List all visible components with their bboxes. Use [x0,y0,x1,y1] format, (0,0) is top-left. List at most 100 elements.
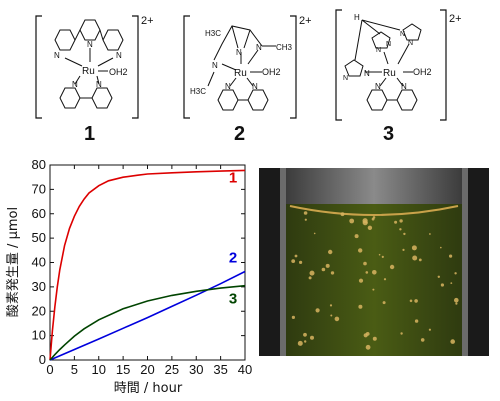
bubble [389,264,395,270]
complex-2-bond [221,63,237,71]
bubble [330,271,335,275]
x-tick-label: 40 [238,362,252,377]
bubble [304,218,307,221]
complex-1-ru-atom: Ru [82,66,95,77]
plot-frame [49,164,246,361]
x-tick-label: 15 [116,362,130,377]
complex-1-ring [102,29,124,51]
x-tick-label: 0 [46,362,53,377]
bubble [315,308,320,313]
complex-3-label: 3 [383,123,394,145]
y-tick-label: 30 [32,279,46,294]
bubble [308,276,312,280]
complex-3-backbone [354,19,401,61]
complex-2-oh2-ligand: OH2 [262,67,281,77]
complex-2-bond [229,77,237,87]
bubble [365,344,371,350]
complex-2-ch3-group: CH3 [276,43,293,52]
complex-2-ring [217,89,239,111]
bubble [372,270,377,275]
x-tick-label: 35 [213,362,227,377]
oxygen-bubbles [291,211,459,350]
y-tick-label: 20 [32,303,46,318]
bubble [449,254,453,258]
bubble [291,259,296,263]
complex-1-label: 1 [84,123,95,145]
bubble [440,283,444,287]
complex-3-left-bracket [335,9,342,121]
complex-2-bond [207,71,215,87]
bubble [291,315,295,319]
bubble [309,270,315,276]
bubble [329,304,333,307]
y-tick-label: 0 [39,352,46,367]
complex-2-charge: 2+ [299,15,312,27]
bubble [303,332,307,337]
complex-3-bond [397,43,410,65]
complex-3-structure: 2+ H N N N N N N N N Ru OH2 3 [335,9,462,145]
complex-3-ring [366,89,388,111]
bubble [330,314,333,317]
bubble [297,340,303,346]
complex-2-ru-atom: Ru [234,68,247,79]
complex-3-n-atom: N [343,75,348,82]
bubble [358,304,363,309]
bubble [455,302,458,305]
bubble [325,263,330,268]
y-tick-label: 80 [32,157,46,172]
bubble [363,261,367,266]
bubble [372,336,377,341]
axis-ticks: 0 5 10 15 20 25 30 35 40 0 10 20 30 40 50 60 70 80 [32,157,253,377]
x-tick-label: 30 [189,362,203,377]
bubble [294,254,298,258]
x-tick-label: 20 [140,362,154,377]
bubble [412,255,418,261]
complex-2-n-atom: N [225,82,231,91]
complex-1-bond [74,75,81,85]
complex-3-n-atom: N [400,31,405,38]
x-axis-label: 時間 / hour [114,381,183,396]
bubble [411,245,417,251]
bubble [303,211,308,215]
y-tick-label: 50 [32,230,46,245]
complex-2-right-bracket [290,15,297,119]
complex-1-bond [96,75,100,85]
x-tick-label: 5 [71,362,78,377]
complex-2-h3c-group: H3C [190,87,206,96]
complex-3-bond [396,77,404,87]
complex-1-n-atom: N [96,80,102,89]
bubble [321,267,326,272]
complex-3-n-atom: N [364,69,370,78]
bubble [383,278,387,281]
bubble [454,272,457,275]
bubble [402,248,405,251]
bubble [440,246,442,249]
complex-3-n-atom: N [408,40,413,47]
bubble [437,275,440,278]
complex-1-ring [59,87,81,109]
series-line-3 [49,284,246,361]
y-axis-label: 酸素発生量 / μmol [6,207,21,317]
bubble [328,249,333,255]
y-tick-label: 10 [32,328,46,343]
series-line-1 [49,169,246,361]
complex-3-ring [402,23,422,41]
series-label-1: 1 [229,169,237,186]
bubble [428,328,431,331]
bubble [372,288,375,291]
oxygen-evolution-chart: 0 5 10 15 20 25 30 35 40 0 10 20 30 40 50 60 70 80 1 2 3 時間… [6,157,252,396]
complex-2-n-atom: N [252,82,258,91]
bubble [365,271,369,274]
vial-wall-left [280,168,286,356]
complex-1-bond [97,57,114,67]
complex-2-n-atom: N [212,61,218,70]
bubble [409,299,413,303]
complex-1-left-bracket [35,15,42,119]
complex-2-bond [246,77,254,87]
bubble [429,233,431,235]
complex-1-ring [54,29,76,51]
complex-3-n-atom: N [386,41,391,48]
bubble [418,258,422,262]
complex-1-bond [64,57,83,67]
complex-2-n-atom: N [236,48,242,57]
